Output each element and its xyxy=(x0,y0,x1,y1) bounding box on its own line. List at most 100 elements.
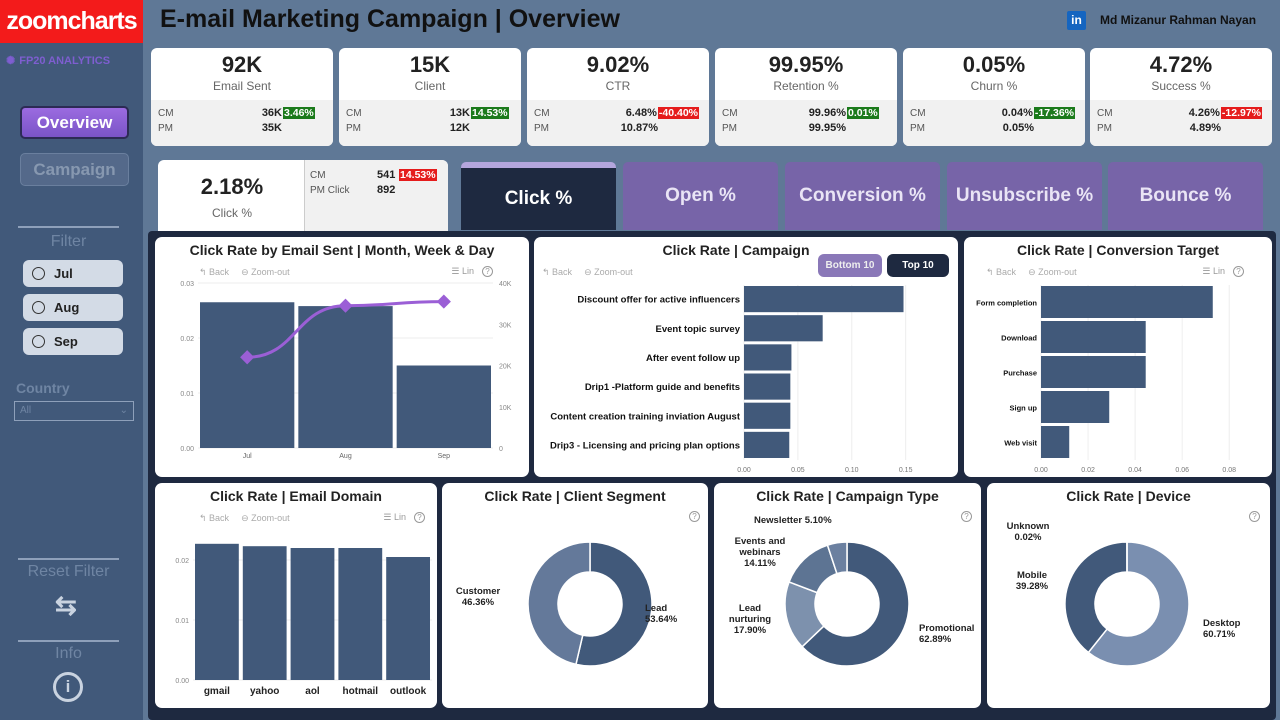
cm-label: CM xyxy=(158,107,174,119)
donut-slice xyxy=(1064,541,1128,654)
line-point xyxy=(240,350,255,365)
cm-value: 99.96% xyxy=(808,107,846,119)
kpi-card-success: 4.72% Success % CM 4.26% -12.97% PM 4.89% xyxy=(1090,48,1272,146)
change-badge: 14.53% xyxy=(399,169,437,181)
x-tick-label: Aug xyxy=(339,453,352,460)
pm-value: 99.95% xyxy=(808,122,846,134)
kpi-label: Churn % xyxy=(970,79,1018,93)
month-filter-sep[interactable]: Sep xyxy=(23,328,123,355)
month-filter-aug[interactable]: Aug xyxy=(23,294,123,321)
info-label: Info xyxy=(55,645,82,662)
page-title: E-mail Marketing Campaign | Overview xyxy=(160,5,620,33)
back-button[interactable]: ↰ Back xyxy=(199,513,230,523)
help-icon[interactable]: ? xyxy=(689,511,700,522)
help-icon[interactable]: ? xyxy=(961,511,972,522)
zoom-out-button[interactable]: ⊖ Zoom-out xyxy=(584,267,633,277)
tab-unsubscribe[interactable]: Unsubscribe % xyxy=(947,162,1102,230)
zoom-out-button[interactable]: ⊖ Zoom-out xyxy=(241,267,290,277)
kpi-card-client: 15K Client CM 13K 14.53% PM 12K xyxy=(339,48,521,146)
nav-campaign-button[interactable]: Campaign xyxy=(20,153,129,186)
zoom-out-button[interactable]: ⊖ Zoom-out xyxy=(1028,267,1077,277)
category-label: Web visit xyxy=(1004,439,1037,448)
x-tick-label: 0.00 xyxy=(1034,467,1048,474)
chart-email-sent: Click Rate by Email Sent | Month, Week &… xyxy=(155,237,529,477)
info-icon[interactable]: i xyxy=(53,672,83,702)
top-10-button[interactable]: Top 10 xyxy=(887,254,949,277)
lin-scale-button[interactable]: ☰ Lin xyxy=(1202,266,1225,276)
help-icon[interactable]: ? xyxy=(1249,511,1260,522)
x-tick-label: hotmail xyxy=(343,686,379,697)
help-icon[interactable]: ? xyxy=(1233,266,1244,277)
chart-conversion-svg: 0.00 0.02 0.04 0.06 0.08 Form completion Downl… xyxy=(976,285,1236,474)
bar xyxy=(744,431,790,458)
back-button[interactable]: ↰ Back xyxy=(199,267,230,277)
chart-campaign-type-svg xyxy=(784,541,910,667)
help-icon[interactable]: ? xyxy=(482,266,493,277)
cm-value: 13K xyxy=(449,107,470,119)
donut-slice xyxy=(1087,541,1190,667)
bar xyxy=(1041,391,1110,423)
chevron-down-icon: ⌄ xyxy=(119,405,128,416)
kpi-comparison: CM 99.96% 0.01% PM 99.95% xyxy=(715,100,897,146)
chart-toolbar-right: ☰ Lin? xyxy=(1202,266,1244,277)
reset-arrows-icon[interactable]: ⇆ xyxy=(55,590,77,620)
kpi-value: 9.02% xyxy=(586,52,650,77)
zoom-out-button[interactable]: ⊖ Zoom-out xyxy=(241,513,290,523)
bar xyxy=(298,306,393,448)
month-filter-jul[interactable]: Jul xyxy=(23,260,123,287)
tab-click[interactable]: Click % xyxy=(461,162,616,230)
kpi-card-ctr: 9.02% CTR CM 6.48% -40.40% PM 10.87% xyxy=(527,48,709,146)
bar xyxy=(200,302,295,448)
tab-open[interactable]: Open % xyxy=(623,162,778,230)
chart-device: Click Rate | Device ? Unknown 0.02% Mobil… xyxy=(987,483,1270,708)
category-label: After event follow up xyxy=(646,353,740,364)
donut-slice xyxy=(826,541,848,575)
category-label: Drip3 - Licensing and pricing plan optio… xyxy=(550,440,740,451)
category-label: Form completion xyxy=(976,299,1037,308)
pm-label: PM xyxy=(1097,122,1112,134)
y-tick-label: 0.01 xyxy=(175,618,189,625)
chart-domain-svg: 0.00 0.01 0.02 gmail yahoo aol hotmail outlook xyxy=(175,543,432,697)
chart-title: Click Rate | Conversion Target xyxy=(1016,242,1220,258)
x-tick-label: 0.06 xyxy=(1175,467,1189,474)
kpi-label: Client xyxy=(414,79,446,93)
tab-conversion[interactable]: Conversion % xyxy=(785,162,940,230)
bottom-10-button[interactable]: Bottom 10 xyxy=(818,254,882,277)
linkedin-icon[interactable]: in xyxy=(1067,11,1086,30)
chart-conversion: Click Rate | Conversion Target 0.00 0.02 0… xyxy=(964,237,1272,477)
fp20-logo: ✺ FP20 ANALYTICS xyxy=(6,54,110,68)
month-label: Sep xyxy=(54,334,78,349)
x-tick-label: 0.10 xyxy=(845,467,859,474)
chart-title: Click Rate by Email Sent | Month, Week &… xyxy=(189,242,495,258)
cm-label: CM xyxy=(722,107,738,119)
nav-overview-button[interactable]: Overview xyxy=(20,106,129,139)
country-dropdown[interactable]: All ⌄ xyxy=(14,401,134,421)
lin-scale-button[interactable]: ☰ Lin xyxy=(451,266,474,276)
y2-tick-label: 10K xyxy=(499,405,512,412)
cm-value: 36K xyxy=(261,107,282,119)
chart-title: Click Rate | Device xyxy=(1066,488,1191,504)
x-tick-label: 0.08 xyxy=(1222,467,1236,474)
bar xyxy=(744,315,823,342)
cm-label: CM xyxy=(1097,107,1113,119)
bar xyxy=(1041,286,1213,318)
help-icon[interactable]: ? xyxy=(414,512,425,523)
y-tick-label: 0.02 xyxy=(180,336,194,343)
pm-value: 12K xyxy=(449,122,470,134)
kpi-comparison: CM 36K 3.46% PM 35K xyxy=(151,100,333,146)
month-label: Aug xyxy=(54,300,80,315)
chart-segment-svg xyxy=(527,541,653,667)
lin-scale-button[interactable]: ☰ Lin xyxy=(383,512,406,522)
x-tick-label: Jul xyxy=(243,453,252,460)
category-label: Sign up xyxy=(1010,404,1038,413)
chart-toolbar: ↰ Back ⊖ Zoom-out xyxy=(986,267,1077,278)
reset-filter-label: Reset Filter xyxy=(27,563,110,580)
divider xyxy=(18,558,119,560)
tab-bounce[interactable]: Bounce % xyxy=(1108,162,1263,230)
back-button[interactable]: ↰ Back xyxy=(542,267,573,277)
back-button[interactable]: ↰ Back xyxy=(986,267,1017,277)
y2-tick-label: 40K xyxy=(499,281,512,288)
x-tick-label: outlook xyxy=(390,686,427,697)
y-tick-label: 0.03 xyxy=(180,281,194,288)
bar xyxy=(1041,356,1146,388)
